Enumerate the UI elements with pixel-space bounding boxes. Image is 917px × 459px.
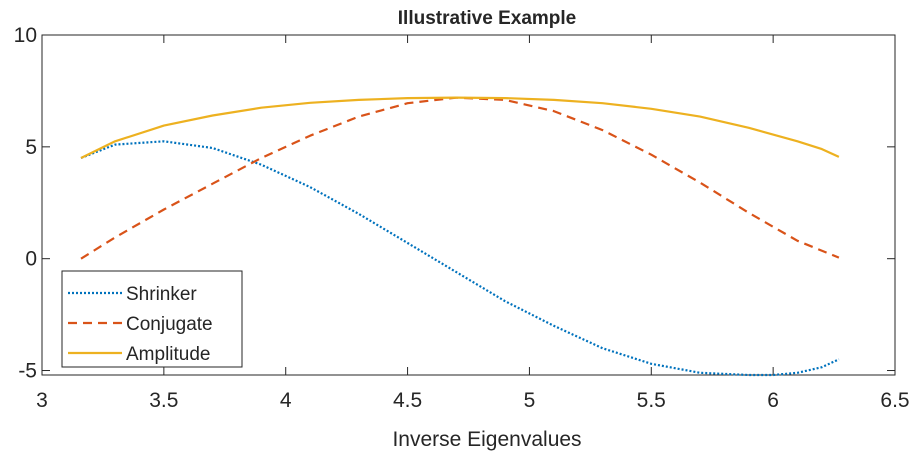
chart-title: Illustrative Example	[398, 8, 576, 29]
x-axis-label: Inverse Eigenvalues	[392, 428, 581, 451]
y-tick-label: 0	[25, 248, 37, 271]
legend-box	[61, 270, 243, 368]
x-tick-label: 4	[280, 389, 292, 412]
x-tick-label: 6.5	[880, 389, 909, 412]
x-tick-label: 4.5	[393, 389, 422, 412]
plot-area: 3 3.5 4 4.5 5 5.5 6 6.5 -5 0 5 10 Shrinker Conjugate A…	[14, 24, 910, 412]
x-tick-label: 5.5	[637, 389, 666, 412]
x-tick-label: 3.5	[149, 389, 178, 412]
x-tick-label: 3	[36, 389, 48, 412]
legend-label-amplitude: Amplitude	[126, 344, 211, 365]
x-tick-label: 5	[524, 389, 536, 412]
axes-box	[41, 34, 896, 376]
x-tick-label: 6	[767, 389, 779, 412]
y-tick-label: 10	[14, 24, 37, 47]
legend-label-shrinker: Shrinker	[126, 284, 197, 305]
legend-label-conjugate: Conjugate	[126, 314, 213, 335]
y-tick-label: 5	[25, 136, 37, 159]
series-line-shrinker	[80, 140, 840, 377]
y-tick-label: -5	[18, 360, 37, 383]
series-line-amplitude	[80, 96, 840, 159]
